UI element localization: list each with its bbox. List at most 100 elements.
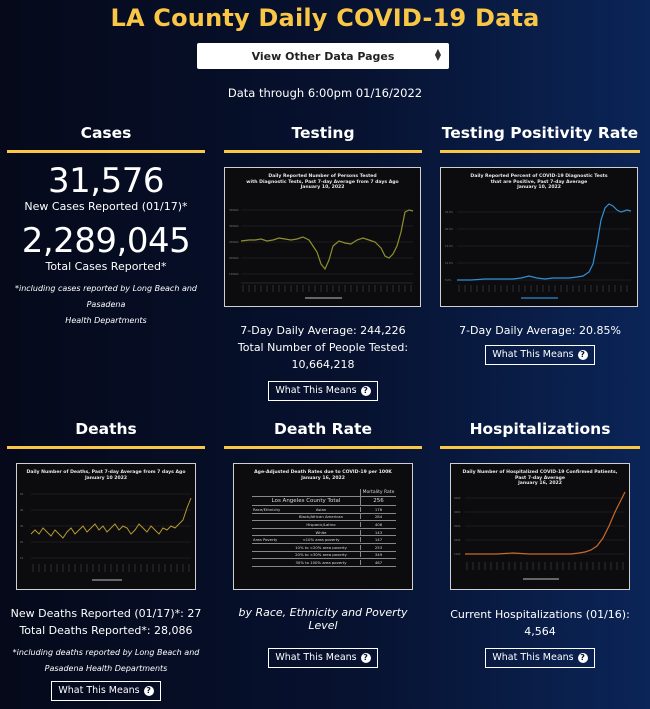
testing-chart-title-2: with Diagnostic Tests, Past 7-day Averag… — [246, 179, 399, 185]
deaths-what-this-means-button[interactable]: What This Means ? — [51, 680, 161, 701]
total-cases-label: Total Cases Reported* — [45, 260, 167, 273]
death-rate-what-this-means-button[interactable]: What This Means ? — [268, 647, 378, 668]
question-circle-icon: ? — [577, 652, 588, 663]
svg-text:200000: 200000 — [229, 256, 239, 260]
death-rate-row-label: <10% area poverty — [302, 537, 340, 543]
cases-section: Cases 31,576 New Cases Reported (01/17)*… — [7, 122, 205, 329]
deaths-stats: New Deaths Reported (01/17)*: 27 Total D… — [7, 605, 205, 701]
svg-text:25.0%: 25.0% — [445, 210, 454, 214]
positivity-chart-svg: 25.0% 20.0% 15.0% 10.0% 5.0% — [445, 203, 632, 299]
svg-text:2000: 2000 — [454, 538, 461, 542]
testing-chart-title: Daily Reported Number of Persons Tested … — [225, 168, 420, 191]
death-rate-table-total-row: Los Angeles County Total 256 — [252, 497, 396, 506]
death-rate-row-value: 467 — [360, 559, 396, 565]
svg-text:5000: 5000 — [454, 496, 461, 500]
deaths-chart-svg: 50 40 30 20 10 — [20, 492, 192, 581]
deaths-chart-title-2: January 10 2022 — [84, 475, 128, 481]
death-rate-button-label: What This Means — [275, 652, 357, 663]
hospitalizations-stat-current: Current Hospitalizations (01/16): 4,564 — [450, 608, 630, 638]
deaths-chart-title: Daily Number of Deaths, Past 7-day Avera… — [17, 464, 195, 481]
svg-text:4000: 4000 — [454, 510, 461, 514]
death-rate-chart-title: Age-Adjusted Death Rates due to COVID-19… — [234, 464, 412, 481]
positivity-chart-title-3: January 10, 2022 — [517, 185, 561, 191]
positivity-chart-title-1: Daily Reported Percent of COVID-19 Diagn… — [470, 174, 608, 179]
deaths-section: Deaths — [7, 418, 205, 449]
total-cases-number: 2,289,045 — [21, 221, 191, 261]
question-circle-icon: ? — [577, 349, 588, 360]
positivity-section: Testing Positivity Rate — [440, 122, 640, 153]
svg-text:10: 10 — [20, 556, 24, 560]
svg-text:10.0%: 10.0% — [445, 261, 454, 265]
data-pages-select[interactable]: View Other Data Pages ▲ ▼ — [197, 43, 449, 69]
hospitalizations-chart-title-3: January 16, 2022 — [518, 481, 562, 487]
svg-text:5.0%: 5.0% — [445, 278, 452, 282]
death-rate-table-row: Hispanic/Latino 406 — [252, 521, 396, 529]
death-rate-row-value: 176 — [360, 506, 396, 512]
death-rate-row-label: Hispanic/Latino — [306, 521, 336, 527]
death-rate-section: Death Rate — [224, 418, 422, 449]
select-label: View Other Data Pages — [251, 49, 395, 63]
positivity-title: Testing Positivity Rate — [441, 124, 639, 142]
data-through-date: Data through 6:00pm 01/16/2022 — [227, 86, 423, 100]
hospitalizations-underline — [440, 446, 640, 449]
death-rate-row-label: 20% to <30% area poverty — [295, 552, 347, 558]
hospitalizations-what-this-means-button[interactable]: What This Means ? — [485, 647, 595, 668]
select-arrows-icon: ▲ ▼ — [434, 47, 441, 62]
deaths-title: Deaths — [75, 420, 137, 438]
hospitalizations-button-label: What This Means — [492, 652, 574, 663]
cases-title: Cases — [80, 124, 132, 142]
death-rate-row-value: 284 — [360, 514, 396, 520]
death-rate-row-value: 147 — [360, 537, 396, 543]
death-rate-table-header-row: Mortality Rate — [252, 489, 396, 497]
testing-what-this-means-button[interactable]: What This Means ? — [268, 380, 378, 401]
positivity-button-label: What This Means — [492, 349, 574, 360]
death-rate-row-value: 143 — [360, 529, 396, 535]
testing-section: Testing — [224, 122, 422, 153]
positivity-stats: 7-Day Daily Average: 20.85% What This Me… — [440, 322, 640, 365]
testing-chart-svg: 350000 300000 250000 200000 150000 — [229, 208, 414, 299]
hospitalizations-chart-thumbnail[interactable]: Daily Number of Hospitalized COVID-19 Co… — [450, 463, 630, 590]
death-rate-row-value: 349 — [360, 552, 396, 558]
death-rate-underline — [224, 446, 422, 449]
death-rate-row-label: Asian — [315, 506, 327, 512]
death-rate-row-value: 253 — [360, 544, 396, 550]
svg-text:250000: 250000 — [229, 240, 239, 244]
death-rate-total-label: Los Angeles County Total — [271, 498, 341, 504]
death-rate-chart-title-1: Age-Adjusted Death Rates due to COVID-19… — [254, 470, 392, 475]
deaths-footnote-line1: *including deaths reported by Long Beach… — [12, 648, 200, 657]
death-rate-table-row: Black/African American 284 — [252, 514, 396, 522]
hospitalizations-section: Hospitalizations — [440, 418, 640, 449]
positivity-chart-title-2: that are Positive, Past 7-day Average — [490, 179, 588, 185]
positivity-chart-title: Daily Reported Percent of COVID-19 Diagn… — [441, 168, 637, 191]
death-rate-row-value: 406 — [360, 521, 396, 527]
svg-text:150000: 150000 — [229, 272, 239, 276]
question-circle-icon: ? — [360, 652, 371, 663]
testing-chart-thumbnail[interactable]: Daily Reported Number of Persons Tested … — [224, 167, 421, 307]
death-rate-row-label: White — [315, 529, 327, 535]
hospitalizations-title: Hospitalizations — [469, 420, 611, 438]
death-rate-table-row: Area Poverty <10% area poverty 147 — [252, 536, 396, 544]
death-rate-chart-thumbnail[interactable]: Age-Adjusted Death Rates due to COVID-19… — [233, 463, 413, 590]
death-rate-subtitle: by Race, Ethnicity and Poverty Level — [238, 606, 408, 632]
question-circle-icon: ? — [143, 685, 154, 696]
cases-footnote: *including cases reported by Long Beach … — [7, 281, 205, 329]
new-cases-label: New Cases Reported (01/17)* — [24, 200, 188, 213]
deaths-button-label: What This Means — [58, 685, 140, 696]
svg-text:40: 40 — [20, 508, 24, 512]
death-rate-stats: by Race, Ethnicity and Poverty Level Wha… — [224, 606, 422, 668]
svg-text:20.0%: 20.0% — [445, 227, 454, 231]
deaths-chart-title-1: Daily Number of Deaths, Past 7-day Avera… — [26, 470, 186, 475]
death-rate-table-row: 20% to <30% area poverty 349 — [252, 552, 396, 560]
svg-text:15.0%: 15.0% — [445, 244, 454, 248]
positivity-chart-thumbnail[interactable]: Daily Reported Percent of COVID-19 Diagn… — [440, 167, 638, 307]
deaths-chart-thumbnail[interactable]: Daily Number of Deaths, Past 7-day Avera… — [16, 463, 196, 590]
death-rate-total-value: 256 — [360, 497, 396, 505]
death-rate-table-header: Mortality Rate — [360, 489, 396, 496]
positivity-what-this-means-button[interactable]: What This Means ? — [485, 344, 595, 365]
testing-stats: 7-Day Daily Average: 244,226 Total Numbe… — [210, 322, 436, 401]
deaths-underline — [7, 446, 205, 449]
hospitalizations-chart-title-2: Past 7-day Average — [514, 475, 566, 481]
death-rate-row-label: 10% to <20% area poverty — [295, 544, 347, 550]
svg-text:20: 20 — [20, 540, 24, 544]
cases-footnote-line1: *including cases reported by Long Beach … — [14, 284, 197, 309]
